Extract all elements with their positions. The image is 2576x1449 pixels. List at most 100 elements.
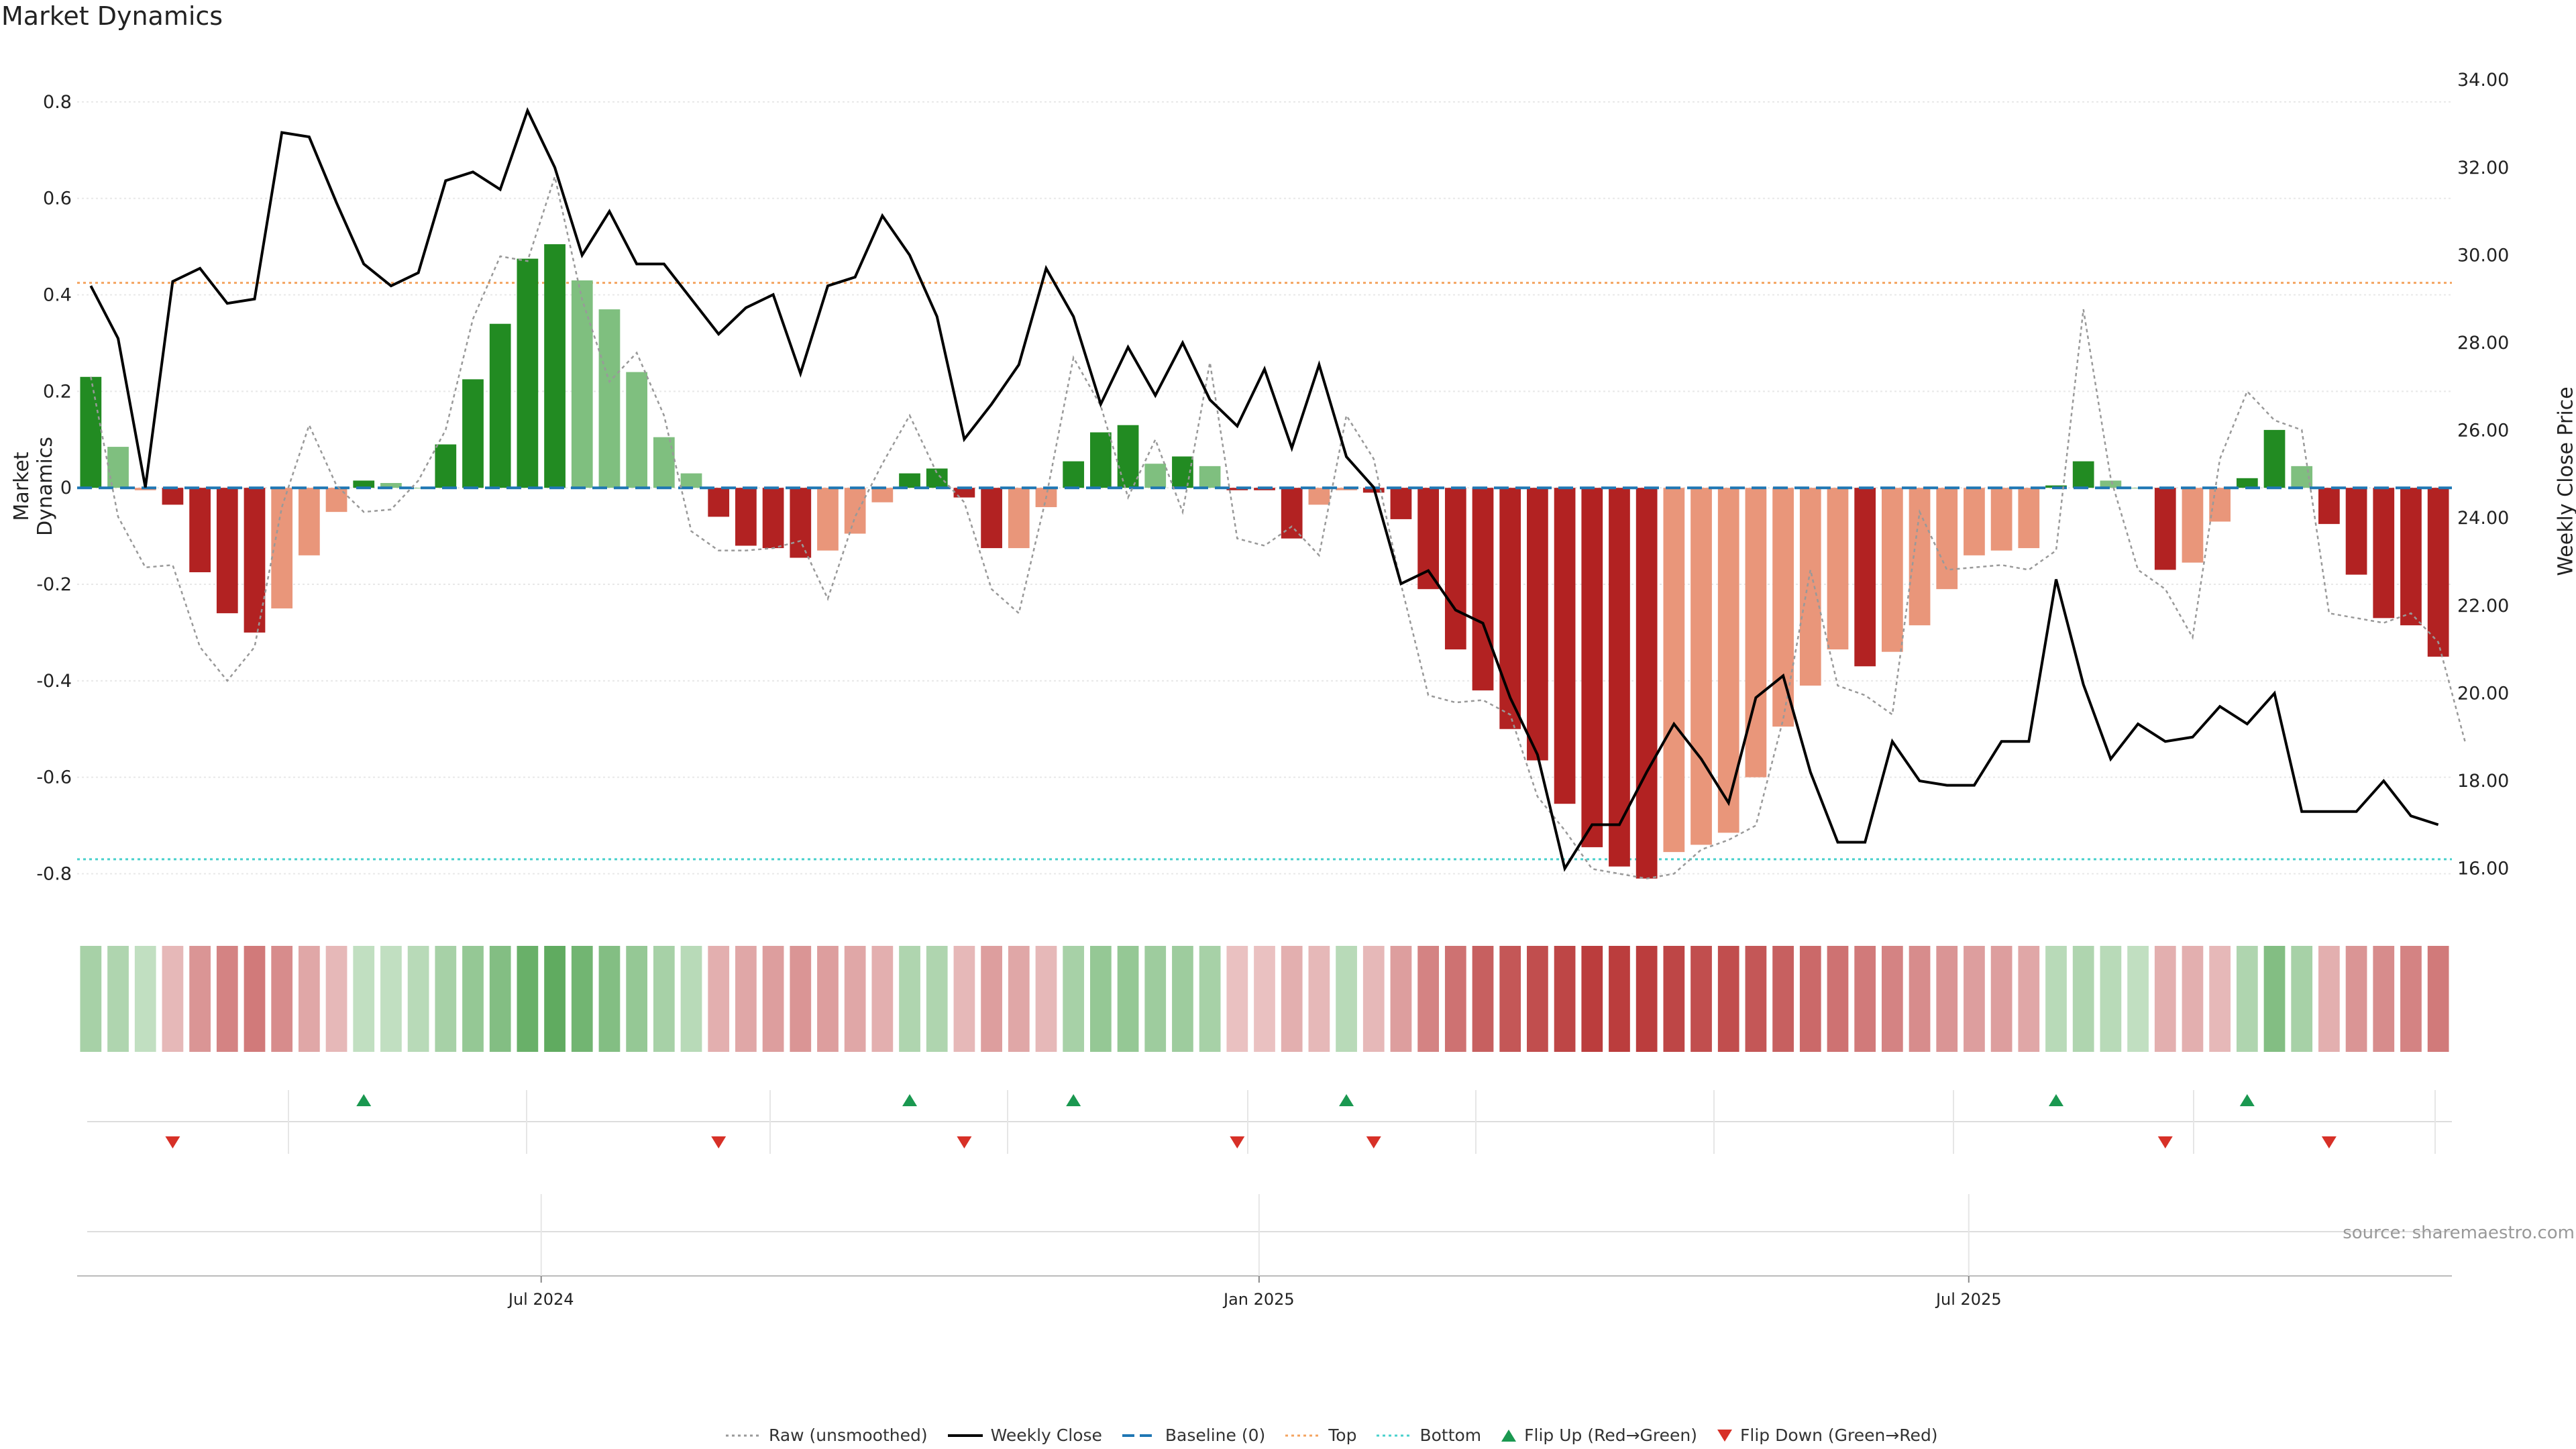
- bar: [1117, 425, 1139, 488]
- bar: [1990, 488, 2012, 551]
- green-triangle-up-icon: [1501, 1429, 1517, 1442]
- legend-item-close: Weekly Close: [947, 1426, 1102, 1445]
- legend-item-top: Top: [1284, 1426, 1356, 1445]
- heat-cell: [2318, 946, 2340, 1052]
- heat-cell: [1089, 946, 1112, 1052]
- y-tick-label: -0.8: [36, 863, 72, 884]
- legend-label-flip-up: Flip Up (Red→Green): [1524, 1426, 1698, 1445]
- flip-up-marker: [2239, 1094, 2255, 1106]
- bar: [1308, 488, 1330, 505]
- flip-up-marker: [2049, 1094, 2063, 1106]
- heat-cell: [844, 946, 866, 1052]
- x-tick-label: Jul 2025: [1935, 1290, 2002, 1309]
- bar: [1444, 488, 1466, 650]
- bar: [571, 280, 593, 488]
- bar: [981, 488, 1002, 549]
- y2-tick-label: 24.00: [2457, 508, 2509, 529]
- bar: [1936, 488, 1958, 590]
- heat-cell: [2100, 946, 2122, 1052]
- heat-cell: [2291, 946, 2313, 1052]
- heat-cell: [80, 946, 102, 1052]
- y-tick-label: 0.4: [43, 285, 72, 306]
- bar: [2318, 488, 2340, 525]
- bar: [1690, 488, 1712, 845]
- bar: [1964, 488, 1985, 555]
- legend-item-bottom: Bottom: [1375, 1426, 1481, 1445]
- heat-cell: [2072, 946, 2094, 1052]
- dotted-gray-line-icon: [726, 1434, 761, 1436]
- flip-up-marker: [1066, 1094, 1081, 1106]
- heat-cell: [1635, 946, 1658, 1052]
- bar: [2263, 429, 2286, 488]
- legend-item-raw: Raw (unsmoothed): [724, 1426, 928, 1445]
- flip-down-marker: [711, 1136, 727, 1148]
- y-tick-label: 0.6: [43, 189, 72, 209]
- legend-label-flip-down: Flip Down (Green→Red): [1740, 1426, 1938, 1445]
- heat-cell: [2400, 946, 2422, 1052]
- heat-cell: [1772, 946, 1794, 1052]
- bar: [1717, 488, 1739, 833]
- heat-cell: [1936, 946, 1958, 1052]
- heat-cell: [981, 946, 1002, 1052]
- bar: [2154, 488, 2176, 570]
- heat-cell: [489, 946, 511, 1052]
- heat-cell: [1799, 946, 1821, 1052]
- heat-cell: [1581, 946, 1603, 1052]
- bar: [2345, 488, 2367, 575]
- y-tick-label: 0: [60, 478, 72, 498]
- bar: [1089, 432, 1112, 488]
- legend-label-baseline: Baseline (0): [1165, 1426, 1266, 1445]
- heat-cell: [2018, 946, 2040, 1052]
- heat-cell: [107, 946, 129, 1052]
- bar: [1881, 488, 1903, 652]
- bar: [216, 488, 238, 614]
- heat-cell: [517, 946, 539, 1052]
- bar: [1799, 488, 1821, 686]
- heat-cell: [544, 946, 566, 1052]
- heat-cell: [1499, 946, 1521, 1052]
- heat-cell: [407, 946, 429, 1052]
- heat-cell: [1690, 946, 1712, 1052]
- heat-cell: [1745, 946, 1767, 1052]
- bar: [1554, 488, 1576, 804]
- heat-cell: [1117, 946, 1139, 1052]
- heat-cell: [571, 946, 593, 1052]
- heat-cell: [435, 946, 457, 1052]
- weekly-close-line: [89, 107, 2439, 872]
- bar: [2427, 488, 2449, 657]
- heat-cell: [708, 946, 730, 1052]
- legend-item-flip-down: Flip Down (Green→Red): [1716, 1426, 1938, 1445]
- bar: [380, 483, 402, 488]
- bar: [517, 258, 539, 488]
- heat-cell: [325, 946, 347, 1052]
- heat-cell: [899, 946, 920, 1052]
- heat-cell: [1472, 946, 1494, 1052]
- flip-down-marker: [957, 1136, 972, 1148]
- bar: [1499, 488, 1521, 729]
- dashed-blue-line-icon: [1122, 1434, 1157, 1437]
- bar: [1772, 488, 1794, 727]
- heat-cell: [735, 946, 757, 1052]
- bar: [1199, 466, 1221, 488]
- bar: [462, 379, 484, 488]
- heat-cell: [1008, 946, 1030, 1052]
- heat-cell: [1254, 946, 1275, 1052]
- bar: [2400, 488, 2422, 626]
- bar: [1281, 488, 1303, 539]
- bar: [708, 488, 730, 517]
- bar: [107, 447, 129, 488]
- heat-cell: [271, 946, 293, 1052]
- heat-cell: [598, 946, 621, 1052]
- heat-cell: [162, 946, 184, 1052]
- bar: [735, 488, 757, 546]
- y2-tick-label: 18.00: [2457, 771, 2509, 792]
- heat-cell: [2182, 946, 2204, 1052]
- heat-cell: [1281, 946, 1303, 1052]
- heat-cell: [298, 946, 320, 1052]
- y-tick-label: 0.2: [43, 381, 72, 402]
- heat-cell: [626, 946, 648, 1052]
- bar: [489, 323, 511, 488]
- bar: [2236, 478, 2258, 488]
- flip-down-marker: [1366, 1136, 1381, 1148]
